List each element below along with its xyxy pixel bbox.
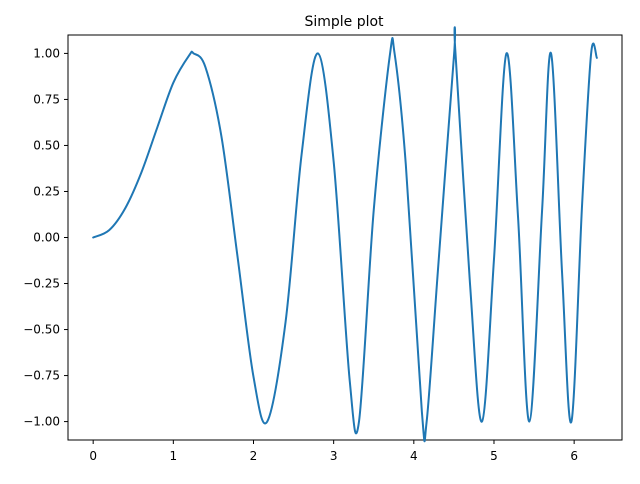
x-tick-label: 6 (570, 449, 578, 463)
y-tick-label: −0.50 (23, 323, 60, 337)
y-tick-label: 0.25 (33, 184, 60, 198)
y-tick-label: −0.75 (23, 369, 60, 383)
y-tick-label: −1.00 (23, 415, 60, 429)
x-tick-label: 5 (490, 449, 498, 463)
y-tick-label: 0.00 (33, 231, 60, 245)
x-tick-label: 2 (250, 449, 258, 463)
y-tick-label: 0.75 (33, 92, 60, 106)
y-tick-label: 0.50 (33, 138, 60, 152)
x-tick-label: 4 (410, 449, 418, 463)
y-tick-label: −0.25 (23, 277, 60, 291)
x-tick-label: 3 (330, 449, 338, 463)
x-tick-label: 0 (89, 449, 97, 463)
chart-title: Simple plot (304, 14, 384, 30)
x-tick-label: 1 (170, 449, 178, 463)
y-tick-label: 1.00 (33, 46, 60, 60)
